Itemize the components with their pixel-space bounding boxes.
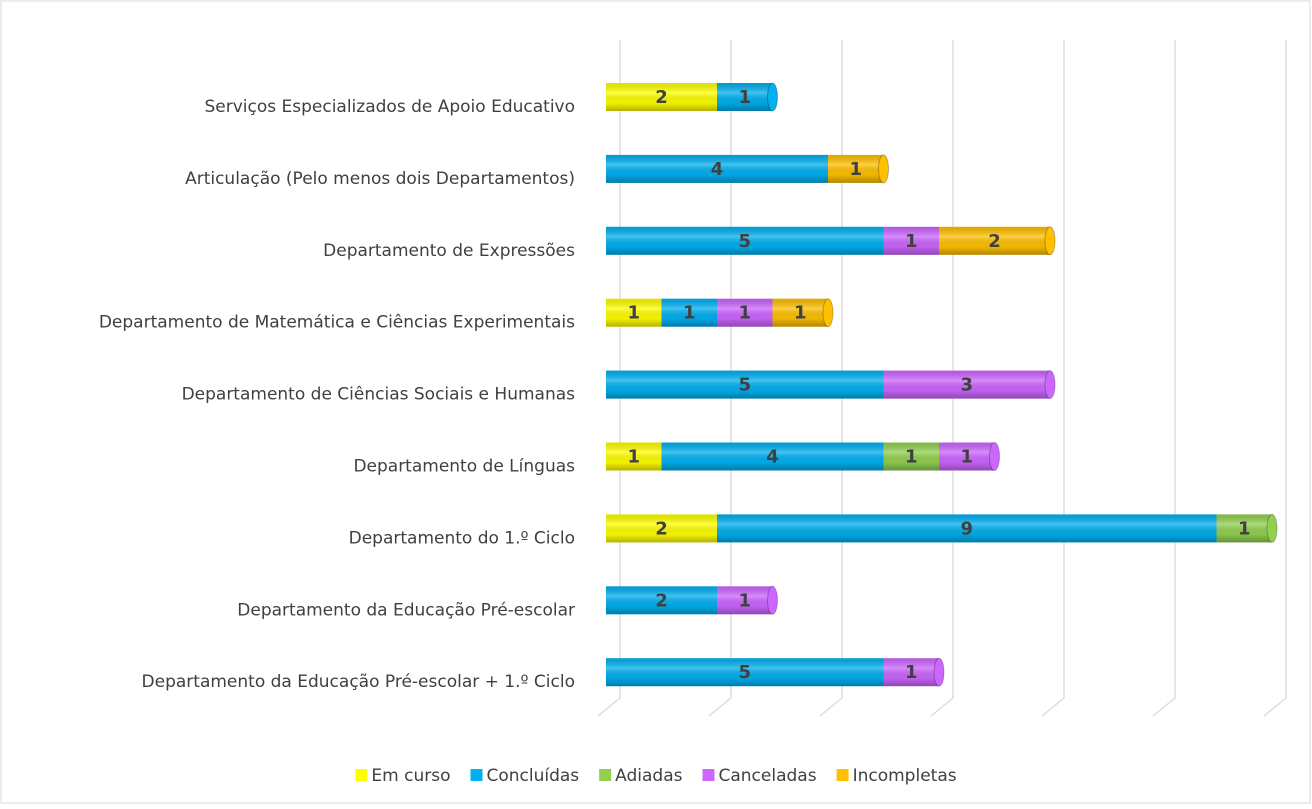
data-label: 4 [766, 447, 779, 468]
bar-segment [717, 83, 773, 111]
data-label: 4 [711, 159, 724, 180]
category-label: Serviços Especializados de Apoio Educati… [204, 97, 575, 117]
bar-end-cap [933, 657, 945, 687]
data-label: 1 [738, 303, 751, 324]
legend-swatch [599, 769, 612, 781]
grid-line [930, 40, 954, 717]
data-label: 2 [655, 87, 668, 108]
data-label: 1 [960, 447, 973, 468]
category-label: Departamento de Línguas [353, 457, 575, 477]
grid-line [708, 40, 732, 717]
data-label: 1 [683, 303, 696, 324]
bar-end-cap [1044, 370, 1056, 400]
bar-segment [772, 298, 828, 327]
grid-line [1041, 40, 1065, 717]
bar-end-cap [989, 442, 1000, 471]
bar-end-cap [1266, 513, 1278, 543]
legend-label: Concluídas [486, 766, 579, 786]
data-label: 5 [738, 375, 751, 396]
bar-segment [883, 226, 939, 255]
grid-line [1263, 40, 1287, 717]
data-label: 9 [960, 518, 973, 539]
bar-segment [717, 586, 773, 615]
bar-segment [606, 658, 884, 687]
legend-label: Canceladas [719, 766, 817, 786]
bar-segment [606, 154, 828, 183]
category-label: Articulação (Pelo menos dois Departament… [185, 169, 575, 189]
data-label: 5 [738, 662, 751, 683]
bar-segment [661, 298, 717, 327]
data-label: 1 [627, 447, 640, 468]
bar-segment [939, 442, 995, 471]
bar-segment [606, 370, 884, 399]
bar-end-cap [1044, 226, 1056, 256]
legend-label: Em curso [371, 766, 450, 786]
data-label: 3 [960, 375, 973, 396]
bar-segment [883, 442, 939, 471]
bar-segment [883, 658, 939, 687]
data-label: 1 [627, 303, 640, 324]
data-label: 1 [1238, 518, 1251, 539]
data-label: 1 [905, 662, 918, 683]
grid-line [819, 40, 843, 717]
legend-label: Adiadas [615, 766, 682, 786]
bar-segment [606, 586, 717, 615]
bar-segment [1216, 514, 1272, 543]
legend-swatch [702, 769, 715, 781]
bar-segment [661, 442, 884, 471]
bar-segment [717, 298, 773, 327]
data-label: 2 [988, 231, 1001, 252]
bar-segment [939, 226, 1050, 255]
category-label: Departamento de Matemática e Ciências Ex… [99, 313, 575, 333]
data-label: 1 [794, 303, 807, 324]
bar-segment [606, 226, 884, 255]
bar-segment [606, 298, 662, 327]
bar-end-cap [767, 585, 778, 615]
data-label: 2 [655, 590, 668, 611]
category-label: Departamento de Ciências Sociais e Human… [182, 385, 576, 405]
data-label: 1 [849, 159, 862, 180]
legend-swatch [355, 769, 368, 781]
bar-segment [606, 514, 717, 543]
bar-segment [883, 370, 1050, 399]
grid-line [597, 40, 621, 717]
legend-swatch [836, 769, 849, 781]
legend-swatch [470, 769, 483, 781]
bar-end-cap [767, 82, 778, 112]
bar-end-cap [878, 154, 889, 184]
data-label: 2 [655, 518, 668, 539]
data-label: 5 [738, 231, 751, 252]
bar-end-cap [822, 298, 834, 328]
category-label: Departamento de Expressões [323, 241, 575, 261]
bar-segment [717, 514, 1217, 543]
category-label: Departamento da Educação Pré-escolar + 1… [142, 672, 575, 692]
category-label: Departamento do 1.º Ciclo [349, 528, 575, 548]
data-label: 1 [905, 447, 918, 468]
bar-segment [606, 83, 717, 111]
bar-segment [828, 154, 884, 183]
grid-line [1152, 40, 1176, 717]
category-label: Departamento da Educação Pré-escolar [237, 600, 575, 620]
data-label: 1 [905, 231, 918, 252]
bar-segment [606, 442, 662, 471]
data-label: 1 [738, 87, 751, 108]
data-label: 1 [738, 590, 751, 611]
legend-label: Incompletas [853, 766, 957, 786]
